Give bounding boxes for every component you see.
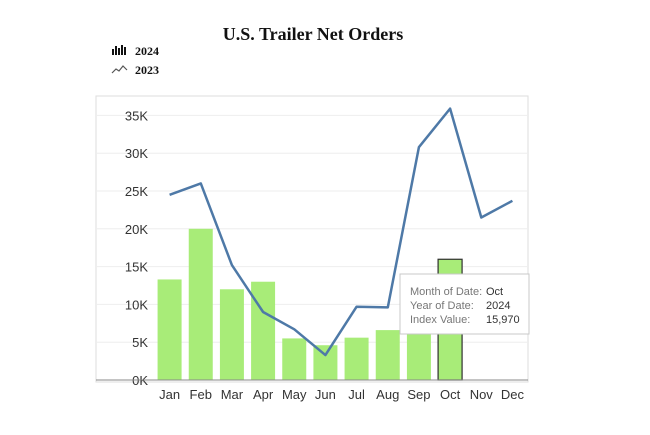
x-axis: Jan Feb Mar Apr May Jun Jul Aug Sep Oct Nov Dec [159,387,524,402]
plot-frame [95,95,529,383]
bar [406,333,431,380]
y-tick-label: 30K [125,146,148,161]
bar [313,345,338,380]
legend-label-2023: 2023 [135,63,159,77]
tooltip-value-month: Oct [486,286,503,298]
x-tick-label: Aug [376,387,399,402]
bar-chart-icon [112,45,126,55]
x-tick-label: May [282,387,307,402]
tooltip-value-index: 15,970 [486,314,520,326]
y-tick-label: 35K [125,108,148,123]
bar [344,337,369,380]
bar [188,228,213,380]
tooltip-value-year: 2024 [486,300,510,312]
x-tick-label: Sep [407,387,430,402]
bar [219,289,244,380]
x-tick-label: Mar [221,387,244,402]
x-tick-label: Jan [159,387,180,402]
legend: 2024 2023 [111,44,159,77]
bar [157,279,182,380]
bar [282,338,307,380]
legend-item-2024[interactable]: 2024 [112,44,159,58]
bar [375,330,400,380]
line-2023 [169,107,513,357]
x-tick-label: Apr [253,387,274,402]
x-tick-label: Jul [348,387,365,402]
y-tick-label: 10K [125,297,148,312]
tooltip-label-year: Year of Date: [410,300,474,312]
bar [251,281,276,380]
y-tick-label: 15K [125,260,148,275]
tooltip-label-index: Index Value: [410,314,470,326]
x-tick-label: Oct [440,387,461,402]
chart-title: U.S. Trailer Net Orders [223,24,403,44]
x-tick-label: Jun [315,387,336,402]
legend-item-2023[interactable]: 2023 [111,63,159,77]
y-tick-label: 25K [125,184,148,199]
tooltip-label-month: Month of Date: [410,286,482,298]
line-chart-icon [111,65,128,74]
y-tick-label: 20K [125,222,148,237]
x-tick-label: Nov [470,387,494,402]
tooltip-box [399,273,530,335]
legend-label-2024: 2024 [135,44,159,58]
y-tick-label: 5K [132,335,148,350]
x-tick-label: Feb [190,387,212,402]
x-tick-label: Dec [501,387,525,402]
tooltip: Month of Date: Oct Year of Date: 2024 In… [399,273,530,335]
